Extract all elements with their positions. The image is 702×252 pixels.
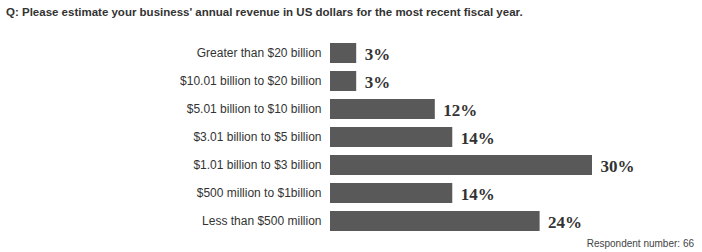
svg-text:$500 million to $1billion: $500 million to $1billion [197,186,322,200]
html-text:Respondent number: 66: Respondent number: 66 [586,238,694,249]
svg-text:30%: 30% [601,157,635,176]
svg-text:$10.01 billion to $20 billion: $10.01 billion to $20 billion [180,74,321,88]
svg-text:$5.01 billion to $10 billion: $5.01 billion to $10 billion [187,102,322,116]
html-text:Q: Please estimate your busine: Q: Please estimate your business' annual… [6,6,523,18]
svg-text:24%: 24% [548,213,582,232]
svg-text:Less than $500 million: Less than $500 million [202,214,321,228]
svg-text:3%: 3% [365,45,391,64]
svg-text:$3.01 billion to $5 billion: $3.01 billion to $5 billion [193,130,321,144]
svg-text:14%: 14% [461,129,495,148]
svg-text:12%: 12% [443,101,477,120]
svg-text:Greater than $20 billion: Greater than $20 billion [197,46,322,60]
svg-text:14%: 14% [461,185,495,204]
svg-text:$1.01 billion to $3 billion: $1.01 billion to $3 billion [193,158,321,172]
svg-text:3%: 3% [365,73,391,92]
